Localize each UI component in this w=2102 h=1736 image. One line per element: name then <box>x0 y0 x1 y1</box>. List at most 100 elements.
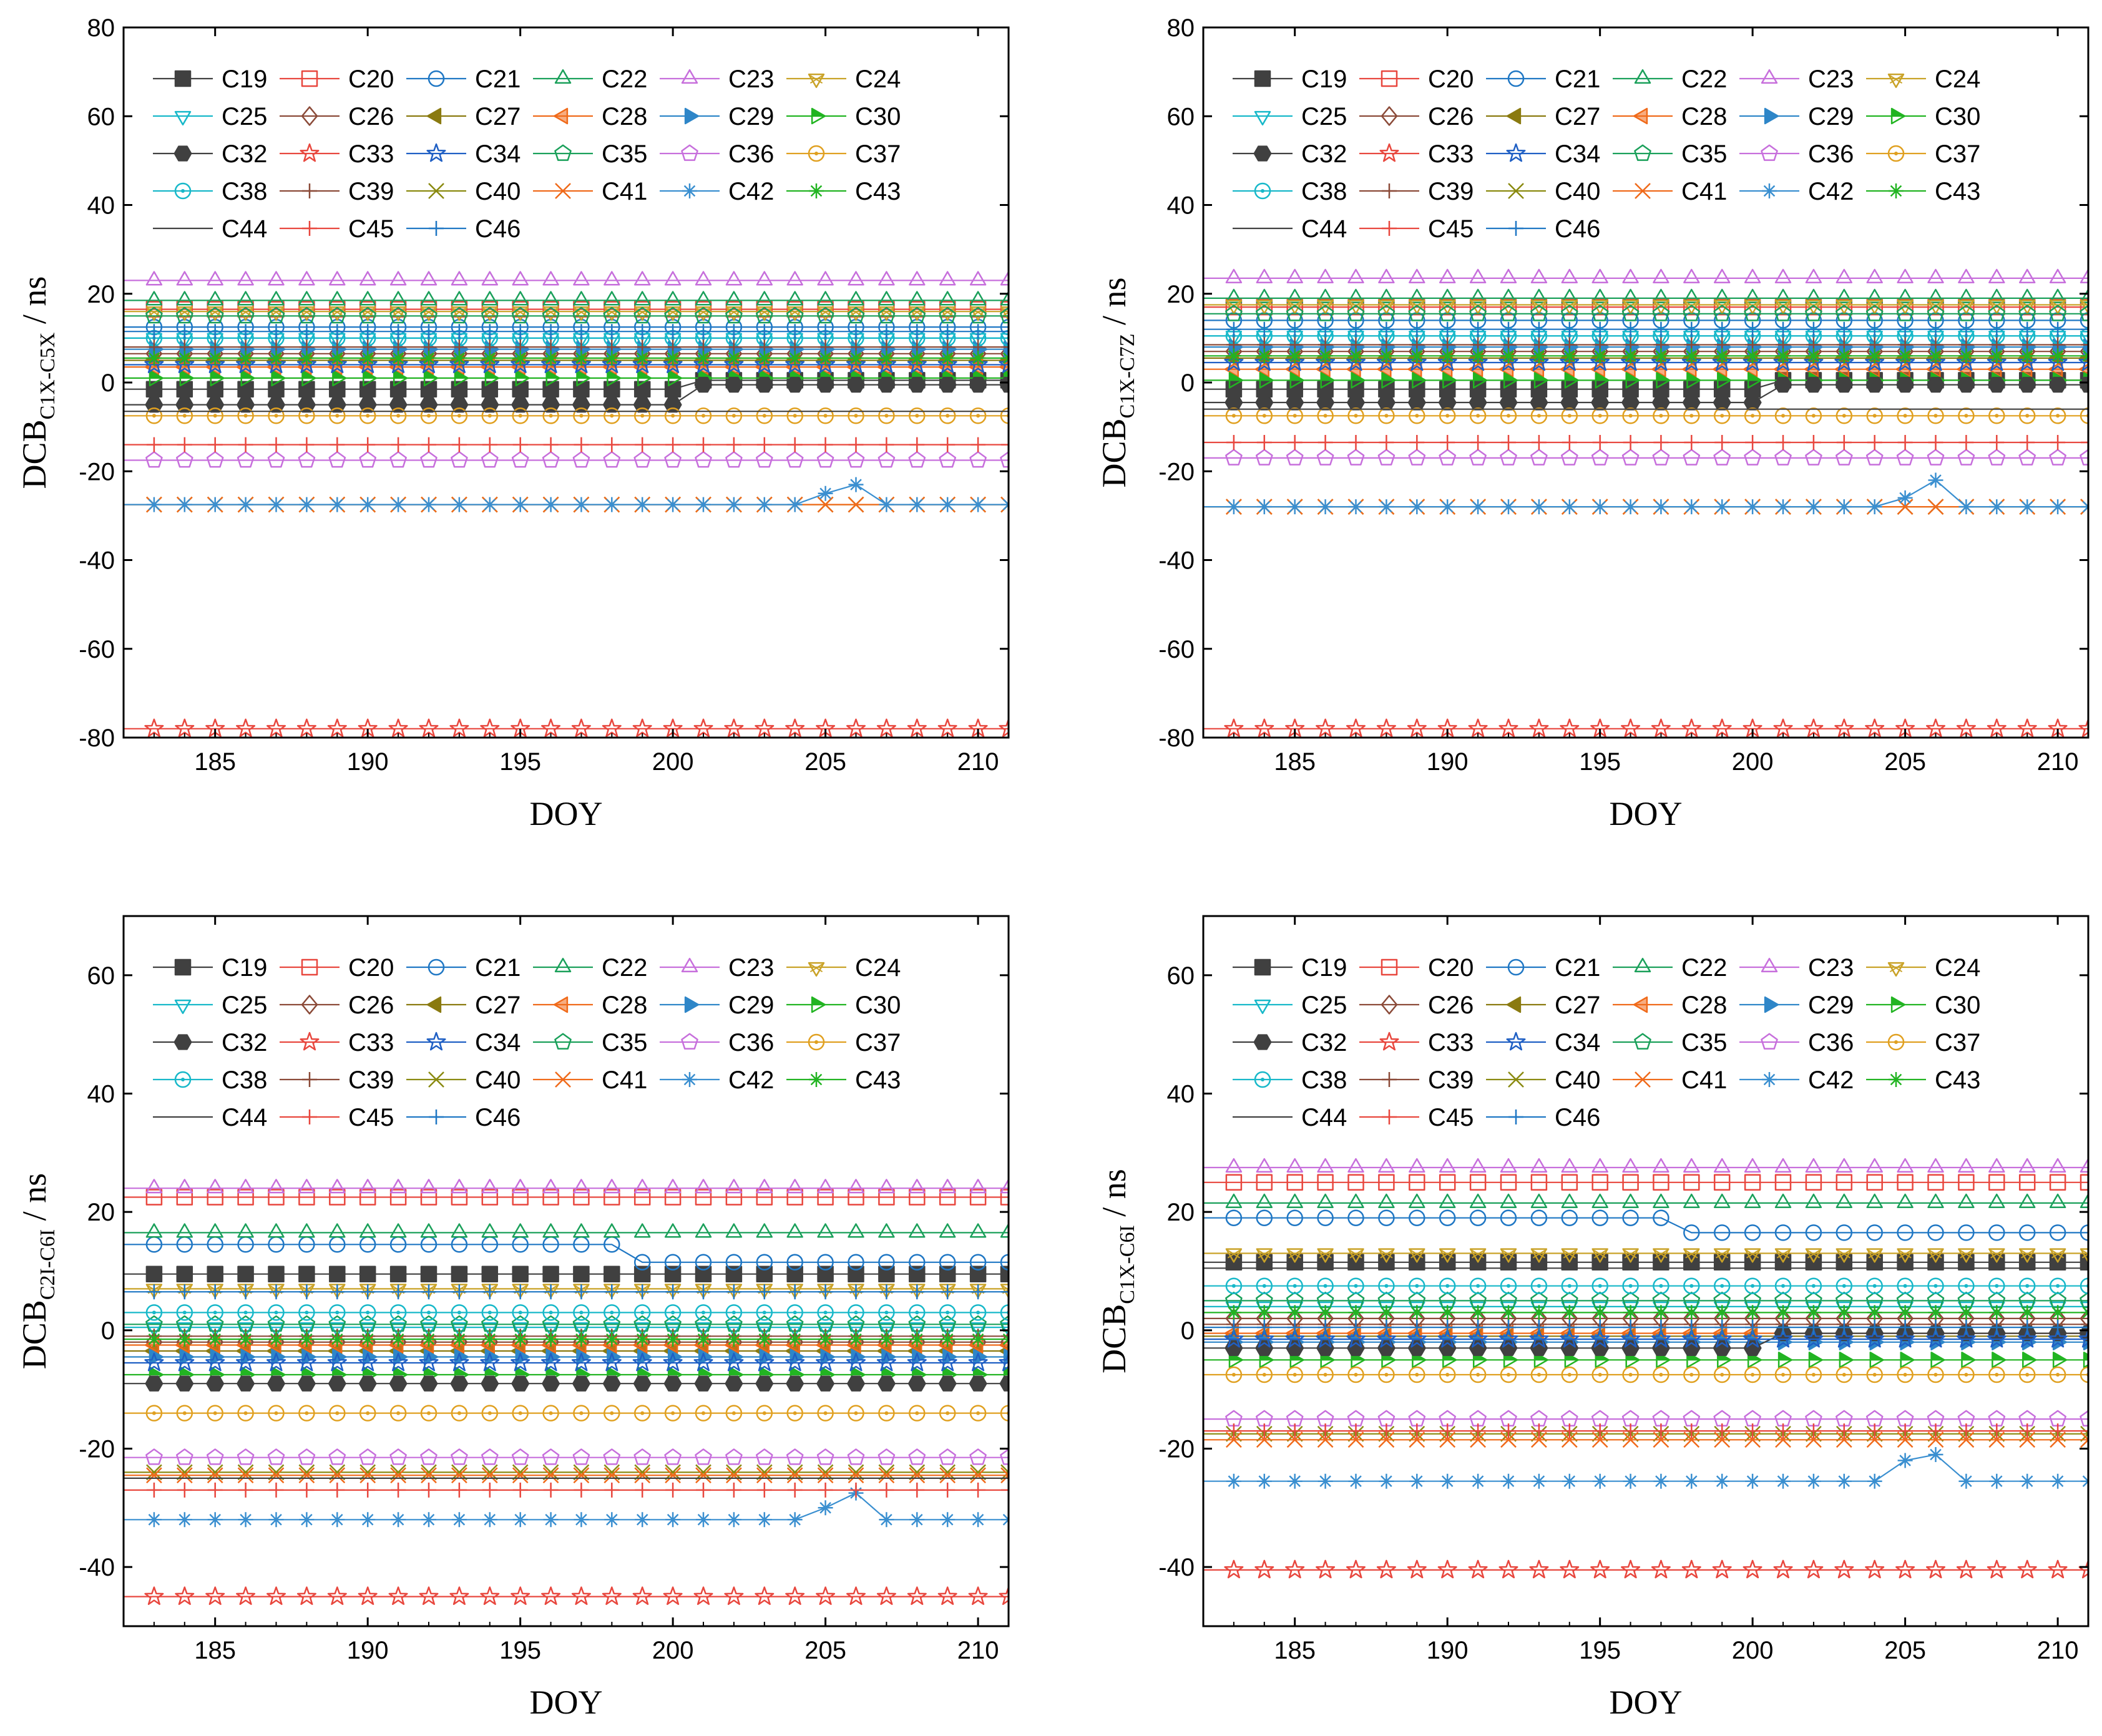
data-point-C34-200 <box>663 1352 683 1372</box>
data-point-C19-190 <box>1439 381 1456 397</box>
data-point-C42-205 <box>818 485 833 501</box>
legend-label: C28 <box>1681 992 1727 1019</box>
data-point-C19-193 <box>451 1265 468 1282</box>
plot-area <box>124 271 1009 738</box>
data-point-C43-187 <box>268 350 284 366</box>
y-tick-label: -80 <box>1158 724 1195 752</box>
legend-item-C27: C27 <box>406 103 521 130</box>
plot-area <box>1203 1158 2088 1579</box>
data-point-C45-196 <box>1623 1423 1638 1439</box>
data-point-C43-205 <box>818 350 833 366</box>
data-point-C43-184 <box>177 1332 192 1347</box>
data-point-C37-198 <box>604 1405 620 1421</box>
data-point-C23-185 <box>207 271 223 286</box>
data-point-C19-197 <box>573 1265 590 1282</box>
data-point-C22-206 <box>848 291 864 306</box>
data-point-C19-185 <box>207 1265 223 1282</box>
data-point-C35-209 <box>2018 305 2036 321</box>
data-point-C34-198 <box>602 1352 622 1372</box>
data-point-C19-196 <box>542 1265 559 1282</box>
data-point-C37-189 <box>329 407 346 424</box>
data-point-C36-191 <box>1469 449 1487 466</box>
data-point-C21-192 <box>1500 1209 1517 1226</box>
data-point-C43-205 <box>1897 1305 1913 1320</box>
data-point-C21-185 <box>1286 1209 1303 1226</box>
data-point-C22-199 <box>1713 288 1731 304</box>
data-point-C21-191 <box>1469 1209 1487 1226</box>
data-point-C35-203 <box>1836 305 1853 321</box>
data-point-C23-205 <box>817 1179 834 1194</box>
legend-label: C37 <box>1935 140 1980 168</box>
legend-label: C25 <box>222 992 267 1019</box>
data-point-C35-184 <box>175 306 193 324</box>
data-point-C34-207 <box>1956 1329 1976 1348</box>
data-point-C30-202 <box>1808 1352 1823 1368</box>
data-point-C33-193 <box>1529 1559 1549 1579</box>
data-point-C40-187 <box>268 1464 285 1481</box>
data-point-C42-195 <box>1592 499 1608 515</box>
x-tick-label: 205 <box>1884 748 1926 776</box>
legend-marker-C42 <box>1762 183 1777 198</box>
data-point-C45-190 <box>1440 435 1455 450</box>
data-point-C37-183 <box>1225 407 1243 424</box>
data-point-C25-201 <box>695 1322 712 1337</box>
data-point-C36-190 <box>1439 449 1456 466</box>
legend-item-C32: C32 <box>153 1029 267 1056</box>
data-point-C35-195 <box>511 306 529 324</box>
data-point-C43-200 <box>665 1332 681 1347</box>
data-point-C22-196 <box>542 1223 559 1238</box>
data-point-C19-198 <box>1683 381 1700 397</box>
data-point-C33-199 <box>632 718 652 738</box>
data-point-C22-199 <box>633 291 651 306</box>
series-C24 <box>1203 1248 2088 1263</box>
data-point-C42-197 <box>574 1512 589 1528</box>
legend-item-C44: C44 <box>1233 1104 1347 1131</box>
legend-marker-C25 <box>174 110 192 126</box>
data-point-C33-208 <box>1987 1559 2007 1579</box>
data-point-C42-204 <box>1867 1473 1882 1489</box>
y-tick-label: -40 <box>79 1554 115 1581</box>
legend-item-C26: C26 <box>1359 992 1474 1019</box>
data-point-C23-186 <box>237 271 254 286</box>
data-point-C36-206 <box>1927 449 1945 466</box>
data-point-C41-196 <box>1622 1431 1639 1448</box>
data-point-C42-184 <box>1256 1473 1272 1489</box>
data-point-C46-184 <box>1256 321 1272 337</box>
data-point-C42-192 <box>421 497 436 512</box>
data-point-C23-186 <box>1317 1158 1334 1173</box>
data-point-C23-185 <box>1286 1158 1303 1173</box>
legend-label: C32 <box>1301 1029 1347 1056</box>
data-point-C37-192 <box>420 407 438 424</box>
data-point-C42-191 <box>391 1512 406 1528</box>
data-point-C43-205 <box>818 1332 833 1347</box>
legend-marker-C46 <box>429 1109 444 1124</box>
data-point-C38-198 <box>1683 1277 1700 1294</box>
y-tick-label: 40 <box>1167 1081 1195 1108</box>
data-point-C37-189 <box>1409 1366 1425 1383</box>
data-point-C33-194 <box>480 718 500 738</box>
data-point-C46-202 <box>726 1284 741 1300</box>
data-point-C23-211 <box>2080 268 2088 284</box>
data-point-C42-200 <box>665 1512 681 1528</box>
data-point-C20-210 <box>969 1189 987 1206</box>
series-C32 <box>1203 376 2088 411</box>
data-point-C25-211 <box>2080 331 2088 346</box>
data-point-C45-211 <box>2081 1423 2088 1439</box>
data-point-C42-191 <box>1470 499 1486 515</box>
data-point-C30-193 <box>1533 1352 1548 1368</box>
data-point-C24-205 <box>1897 1248 1914 1263</box>
data-point-C38-207 <box>1958 1277 1975 1294</box>
data-point-C21-199 <box>1713 1224 1731 1241</box>
data-point-C42-204 <box>787 497 803 512</box>
data-point-C32-198 <box>1682 394 1701 411</box>
data-point-C29-204 <box>789 1348 804 1365</box>
data-point-C24-196 <box>1622 1248 1639 1263</box>
legend-item-C43: C43 <box>1866 178 1980 205</box>
data-point-C38-207 <box>878 1304 895 1321</box>
data-point-C46-198 <box>604 1284 620 1300</box>
data-point-C38-183 <box>145 1304 163 1321</box>
data-point-C23-201 <box>695 271 712 286</box>
data-point-C22-202 <box>725 291 743 306</box>
data-point-C29-195 <box>515 1348 530 1365</box>
data-point-C38-192 <box>1500 1277 1517 1294</box>
